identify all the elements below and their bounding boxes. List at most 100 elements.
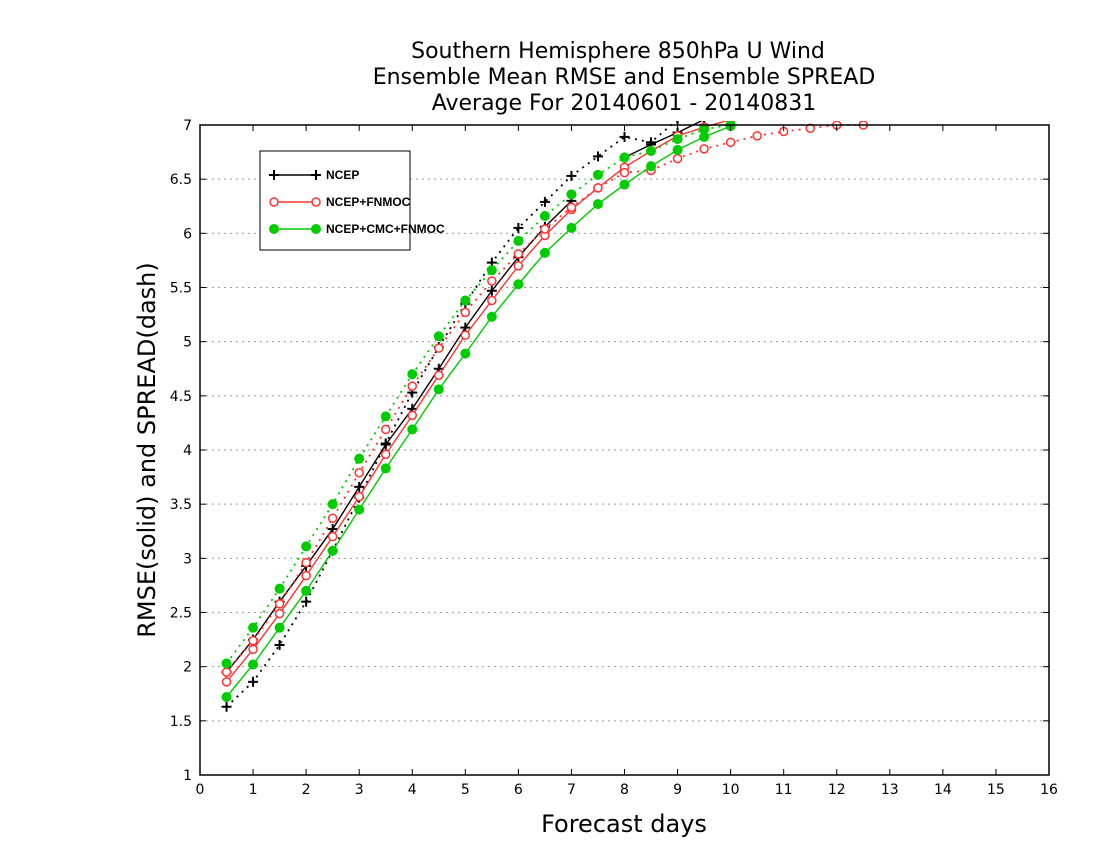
data-point	[646, 161, 657, 172]
data-point	[619, 179, 630, 190]
x-tick-label: 5	[461, 782, 470, 798]
y-tick-label: 2.5	[170, 606, 192, 622]
legend-swatch-marker	[311, 224, 321, 234]
legend-entry: NCEP+CMC+FNMOC	[269, 222, 445, 236]
data-point	[752, 131, 762, 141]
data-point	[380, 463, 391, 474]
data-point	[699, 124, 710, 135]
series-line	[624, 121, 703, 159]
legend-box	[259, 150, 411, 251]
data-point	[380, 449, 391, 460]
y-tick-label: 2	[183, 660, 192, 676]
data-point	[699, 144, 709, 154]
data-point	[566, 189, 577, 200]
data-point	[672, 144, 683, 155]
data-point	[354, 453, 365, 464]
data-point	[460, 330, 471, 340]
x-tick-label: 11	[775, 782, 793, 798]
data-point	[380, 424, 391, 435]
data-point	[327, 545, 338, 556]
data-point	[248, 644, 258, 655]
data-point	[434, 370, 444, 380]
data-point	[354, 491, 364, 502]
x-tick-label: 3	[355, 782, 364, 798]
x-tick-label: 0	[196, 782, 205, 798]
legend-swatch-marker	[269, 170, 279, 180]
y-tick-label: 5.5	[170, 281, 192, 297]
grid	[200, 178, 1049, 722]
data-point	[487, 276, 497, 286]
data-point	[540, 224, 550, 234]
data-point	[487, 295, 497, 306]
data-point	[566, 222, 577, 233]
data-point	[274, 640, 285, 650]
data-point	[433, 331, 444, 342]
data-point	[354, 481, 365, 492]
data-point	[566, 170, 577, 181]
series-3	[221, 121, 869, 677]
plot-area-data	[221, 121, 869, 712]
y-axis-ticks: 1 1.5 2 2.5 3 3.5 4 4.5 5 5.5 6 6.5 7	[170, 118, 1049, 784]
data-point	[593, 183, 603, 193]
series-5	[221, 121, 736, 669]
chart-title-line-3: Average For 20140601 - 20140831	[432, 91, 817, 116]
x-tick-label: 6	[514, 782, 523, 798]
data-point	[274, 608, 285, 619]
chart-title-line-2: Ensemble Mean RMSE and Ensemble SPREAD	[373, 65, 876, 90]
data-point	[619, 152, 630, 163]
y-tick-label: 4	[183, 443, 192, 459]
chart-title: Southern Hemisphere 850hPa U Wind Ensemb…	[373, 39, 876, 116]
data-point	[354, 468, 364, 478]
data-point	[301, 596, 312, 607]
data-point	[221, 701, 232, 712]
data-point	[646, 146, 657, 156]
legend-swatch-marker	[311, 170, 321, 180]
y-tick-label: 6.5	[170, 172, 192, 188]
data-point	[301, 541, 312, 552]
y-tick-label: 1.5	[170, 714, 192, 730]
y-tick-label: 6	[183, 226, 192, 242]
data-point	[407, 410, 417, 421]
data-point	[301, 570, 311, 581]
data-point	[407, 381, 417, 391]
data-point	[513, 261, 524, 271]
data-point	[513, 235, 524, 246]
data-point	[248, 635, 258, 646]
x-tick-label: 8	[620, 782, 629, 798]
data-point	[539, 247, 550, 258]
x-tick-label: 1	[249, 782, 258, 798]
data-point	[274, 583, 285, 594]
x-tick-label: 12	[828, 782, 846, 798]
x-tick-label: 14	[934, 782, 952, 798]
x-tick-label: 7	[567, 782, 576, 798]
legend-swatch-marker	[269, 224, 279, 234]
data-point	[566, 202, 577, 213]
legend-swatch-marker	[311, 197, 321, 207]
legend: NCEP NCEP+FNMOC NCEP+CMC+FNMOC	[259, 150, 445, 251]
data-point	[592, 169, 603, 180]
x-tick-label: 13	[881, 782, 899, 798]
data-point	[460, 307, 471, 318]
data-point	[676, 121, 679, 125]
x-axis-label: Forecast days	[541, 810, 707, 838]
legend-label: NCEP+FNMOC	[326, 195, 411, 209]
data-point	[407, 424, 418, 435]
data-point	[380, 411, 391, 422]
data-point	[513, 279, 524, 290]
y-tick-label: 4.5	[170, 389, 192, 405]
data-point	[646, 137, 657, 148]
series-line	[225, 121, 729, 683]
y-tick-label: 1	[183, 768, 192, 784]
y-tick-label: 3.5	[170, 497, 192, 513]
legend-swatch-marker	[269, 197, 279, 207]
data-point	[274, 599, 285, 609]
series-4	[221, 121, 736, 702]
x-tick-label: 4	[408, 782, 417, 798]
data-point	[221, 677, 232, 687]
data-point	[248, 659, 259, 670]
data-point	[592, 199, 603, 210]
data-point	[221, 692, 232, 702]
data-point	[672, 153, 683, 164]
legend-entry: NCEP	[269, 168, 359, 182]
y-axis-label: RMSE(solid) and SPREAD(dash)	[133, 262, 161, 638]
